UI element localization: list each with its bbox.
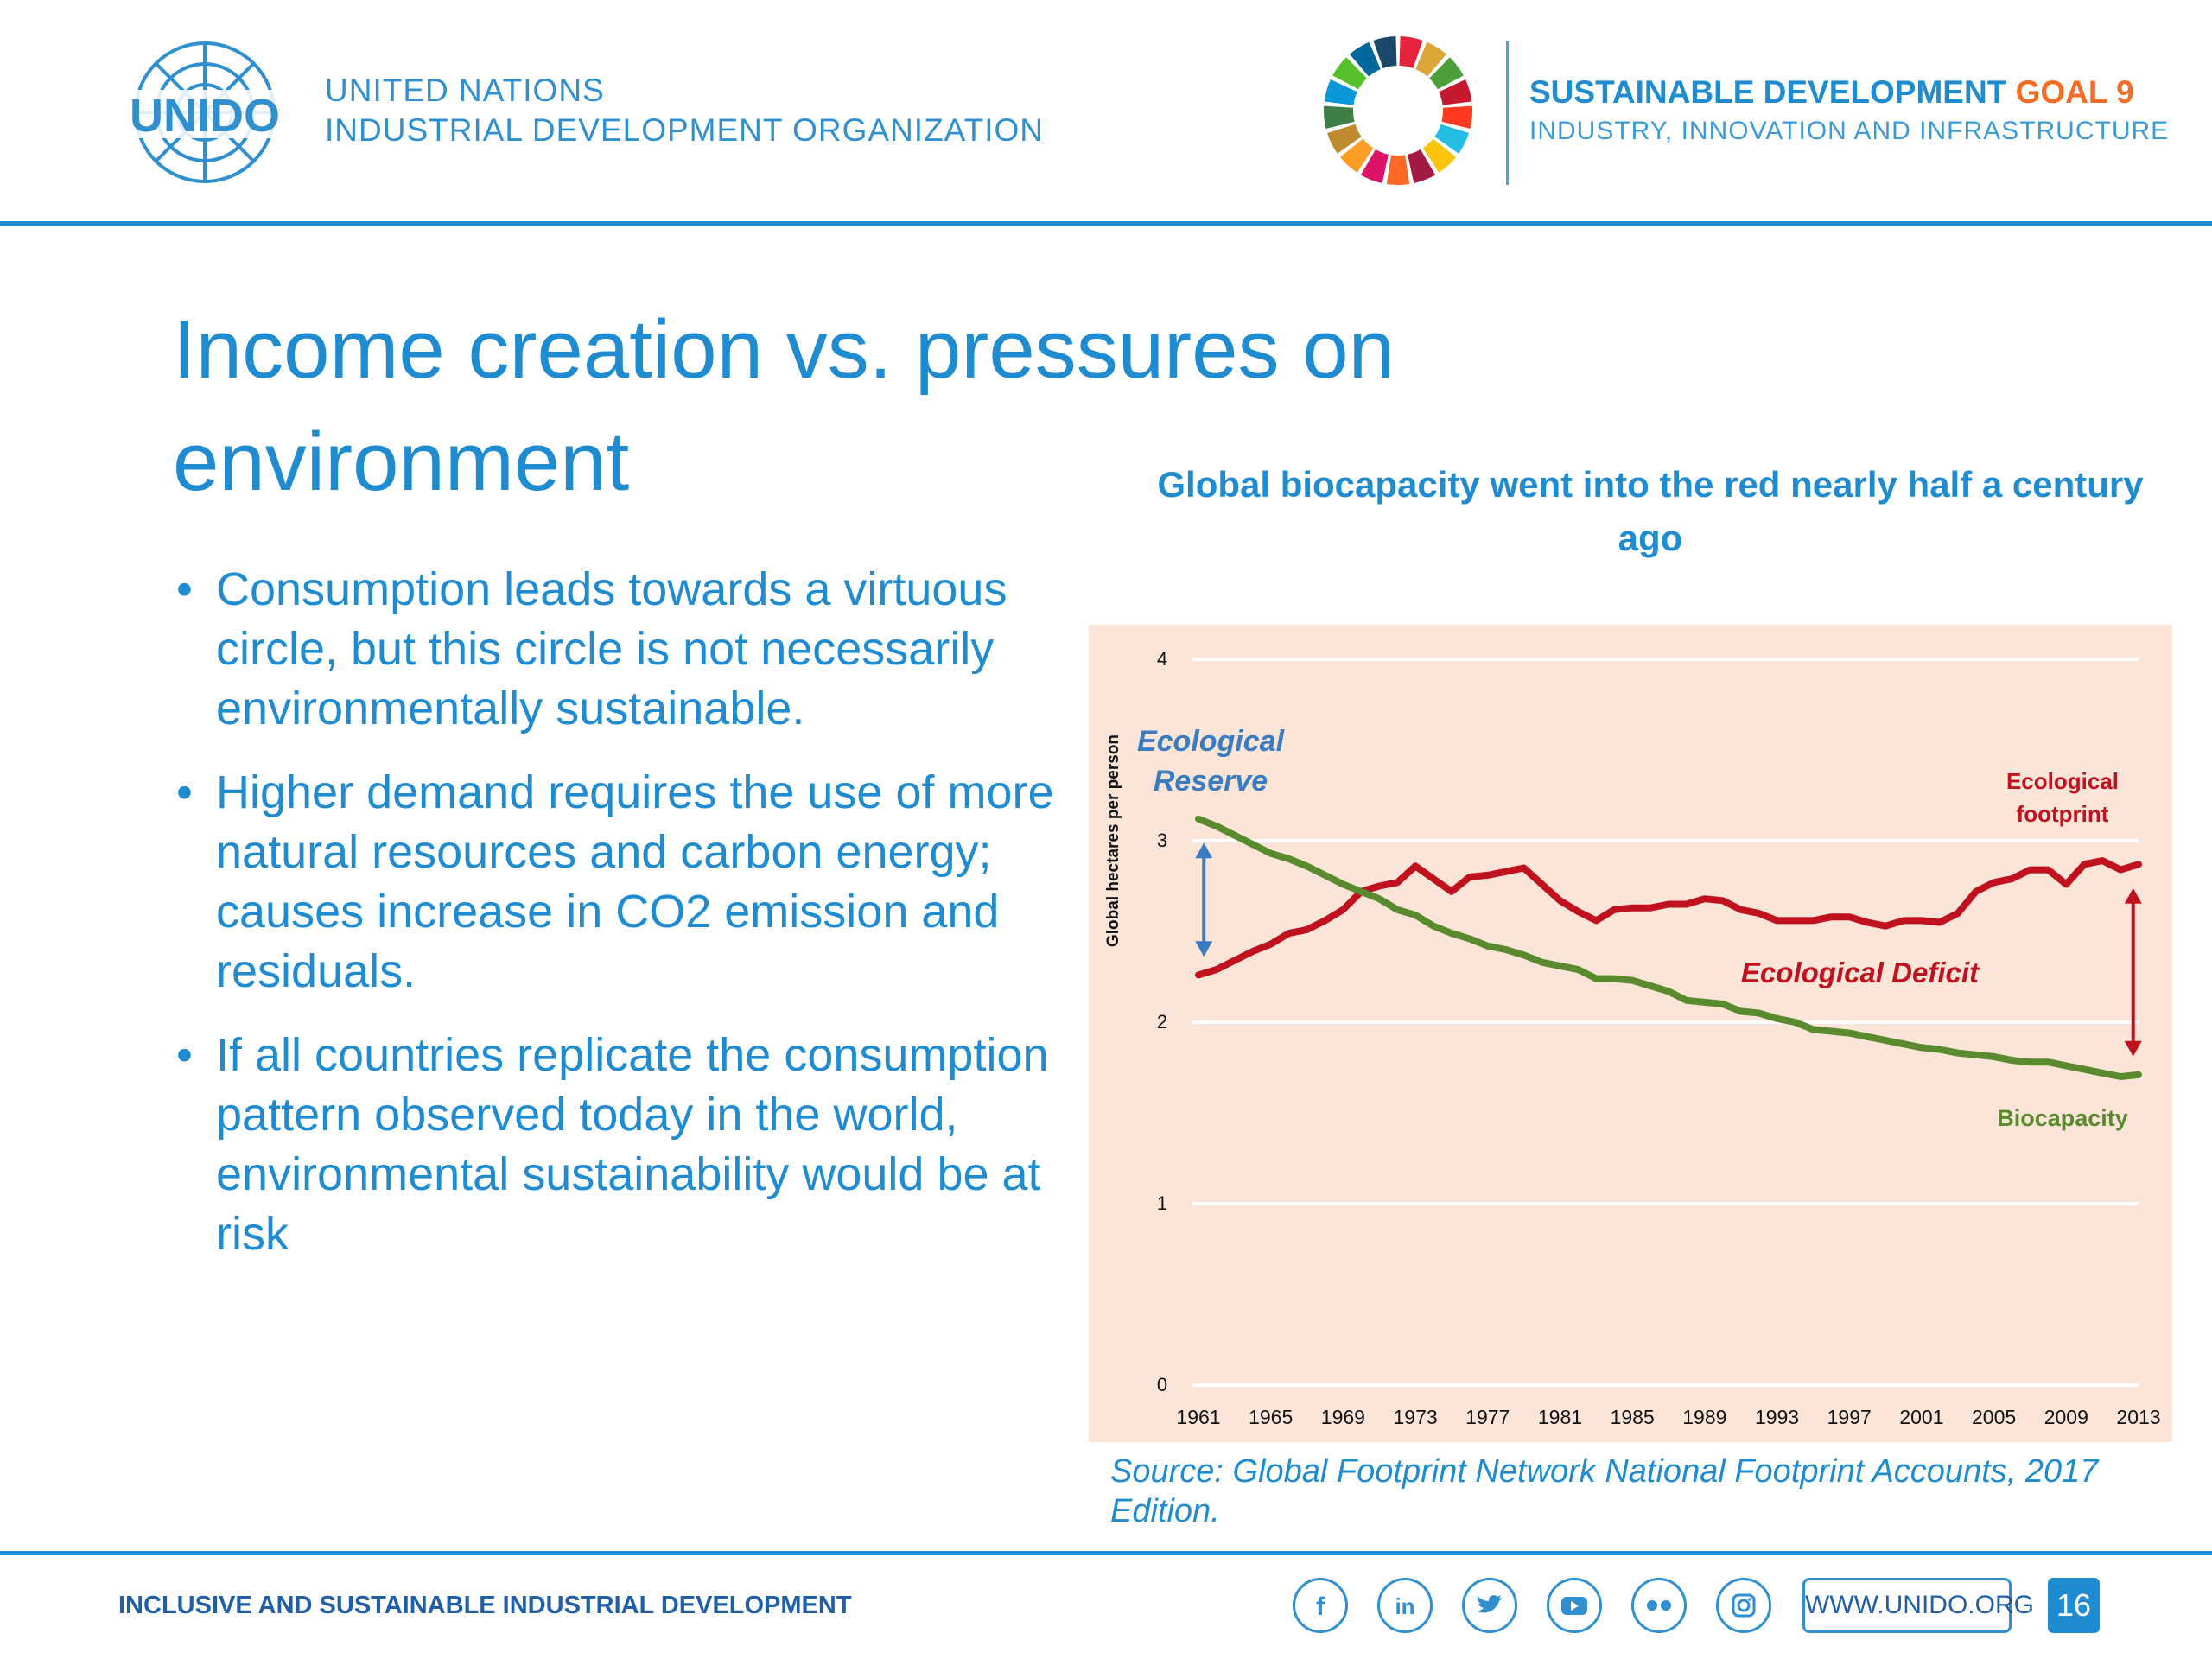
x-tick-label: 2013 [2116, 1406, 2160, 1428]
x-tick-label: 1973 [1393, 1406, 1437, 1428]
chart-source: Source: Global Footprint Network Nationa… [1110, 1453, 2099, 1529]
header-rule [0, 221, 2212, 226]
website-link[interactable]: WWW.UNIDO.ORG [1802, 1578, 2034, 1633]
x-tick-label: 2005 [1972, 1406, 2016, 1428]
x-tick-label: 1989 [1682, 1406, 1726, 1428]
sdg-goal-number: GOAL 9 [2015, 74, 2134, 110]
bullet-item: • Consumption leads towards a virtuous ci… [173, 560, 1071, 739]
facebook-icon[interactable]: f [1293, 1578, 1348, 1633]
linkedin-icon[interactable]: in [1377, 1578, 1433, 1633]
deficit-arrow-head-down [2124, 1040, 2142, 1057]
svg-text:in: in [1395, 1593, 1414, 1619]
y-tick-label: 2 [1157, 1011, 1167, 1033]
y-tick-label: 3 [1157, 830, 1167, 851]
footer-tagline: INCLUSIVE AND SUSTAINABLE INDUSTRIAL DEV… [118, 1592, 852, 1619]
sdg-subtitle: INDUSTRY, INNOVATION AND INFRASTRUCTURE [1529, 117, 2170, 145]
sdg-wheel-segment [1339, 138, 1374, 173]
slide-title: Income creation vs. pressures on environ… [173, 303, 1395, 508]
x-tick-label: 1997 [1827, 1406, 1872, 1428]
chart-title: Global biocapacity went into the red nea… [1157, 464, 2144, 558]
chart-background [1089, 625, 2172, 1442]
label-ecological-footprint-line2: footprint [2017, 801, 2109, 827]
series-line-ecological-footprint [1195, 857, 2142, 979]
deficit-arrow-head-up [2124, 887, 2142, 904]
sdg-wheel-segment [1441, 105, 1472, 130]
y-tick-label: 4 [1157, 648, 1167, 670]
sdg-wheel-segment [1386, 155, 1410, 185]
x-tick-label: 2009 [2044, 1406, 2088, 1428]
x-tick-label: 2001 [1899, 1406, 1943, 1428]
sdg-wheel-segment [1360, 149, 1389, 184]
x-tick-label: 1977 [1465, 1406, 1510, 1428]
sdg-wheel-segment [1324, 105, 1355, 130]
bullet-marker: • [176, 766, 193, 818]
sdg-wheel-segment [1324, 79, 1357, 105]
y-axis-label: Global hectares per person [1104, 734, 1122, 947]
bullet-text: Higher demand requires the use of more n… [216, 766, 1054, 997]
bullet-text: Consumption leads towards a virtuous cir… [216, 563, 1007, 734]
label-biocapacity: Biocapacity [1997, 1105, 2128, 1131]
y-tick-label: 1 [1157, 1192, 1167, 1214]
annotation-reserve-line2: Reserve [1154, 765, 1268, 798]
footprint-chart: 0 1 2 3 4 1961 1965 1969 1973 1977 1981 1985 1989 199… [1104, 648, 2161, 1428]
header-divider [1506, 41, 1509, 185]
label-ecological-footprint-line1: Ecological [2006, 768, 2119, 794]
sdg-wheel-segment [1434, 124, 1469, 154]
sdg-wheel-segment [1349, 41, 1381, 77]
sdg-wheel-segment [1332, 57, 1367, 90]
y-tick-label: 0 [1157, 1374, 1167, 1395]
sdg-wheel-segment [1422, 138, 1457, 173]
instagram-icon[interactable] [1716, 1578, 1771, 1633]
sdg-wheel-segment [1415, 41, 1447, 77]
youtube-icon[interactable] [1547, 1578, 1602, 1633]
sdg-wheel-segment [1327, 124, 1362, 154]
sdg-wheel-segment [1429, 57, 1464, 90]
x-tick-label: 1981 [1538, 1406, 1582, 1428]
footer-rule [0, 1551, 2212, 1555]
bullet-text: If all countries replicate the consumpti… [216, 1029, 1049, 1260]
svg-text:f: f [1316, 1592, 1325, 1621]
unido-logo: UNIDO [117, 41, 294, 183]
sdg-wheel-segment [1439, 79, 1472, 105]
bullet-marker: • [176, 563, 193, 615]
sdg-wheel-segment [1373, 36, 1397, 68]
twitter-icon[interactable] [1462, 1578, 1517, 1633]
svg-text:UNIDO: UNIDO [130, 90, 280, 142]
x-tick-label: 1969 [1321, 1406, 1365, 1428]
sdg-wheel-segment [1399, 36, 1423, 68]
sdg-title: SUSTAINABLE DEVELOPMENT GOAL 9 [1529, 74, 2134, 111]
sdg-title-main: SUSTAINABLE DEVELOPMENT [1529, 74, 2016, 110]
reserve-arrow-head-up [1195, 842, 1213, 859]
x-tick-label: 1961 [1176, 1406, 1220, 1428]
sdg-wheel-segment [1408, 149, 1436, 184]
series-line-biocapacity [1195, 815, 2142, 1080]
bullet-item: • If all countries replicate the consumpt… [173, 1026, 1071, 1264]
bullet-marker: • [176, 1029, 193, 1081]
bullet-item: • Higher demand requires the use of more … [173, 763, 1071, 1001]
sdg-wheel-logo [1324, 36, 1472, 185]
annotation-deficit: Ecological Deficit [1741, 957, 1980, 988]
flickr-icon[interactable] [1631, 1578, 1687, 1633]
x-tick-label: 1993 [1755, 1406, 1799, 1428]
annotation-reserve-line1: Ecological [1137, 725, 1286, 758]
x-tick-label: 1985 [1611, 1406, 1655, 1428]
page-number: 16 [2048, 1578, 2100, 1633]
reserve-arrow-head-down [1195, 941, 1213, 957]
x-tick-label: 1965 [1249, 1406, 1293, 1428]
bullet-list: • Consumption leads towards a virtuous ci… [173, 560, 1071, 1288]
org-name-line1: UNITED NATIONS [325, 73, 605, 108]
org-name-line2: INDUSTRIAL DEVELOPMENT ORGANIZATION [325, 112, 1044, 148]
